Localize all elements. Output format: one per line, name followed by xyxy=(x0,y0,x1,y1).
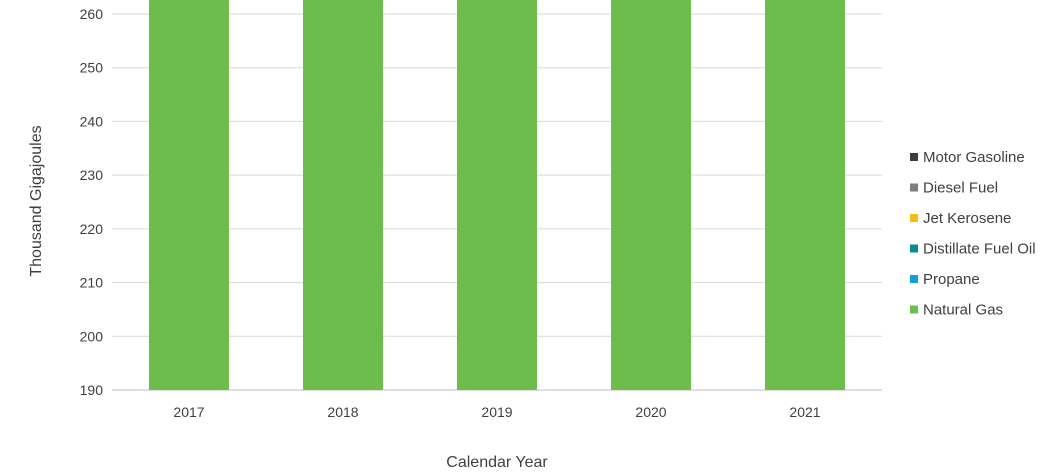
bar-segment-natural-gas xyxy=(611,0,691,390)
legend-label-distillate-fuel-oil: Distillate Fuel Oil xyxy=(923,241,1036,258)
x-tick-label: 2017 xyxy=(173,404,204,420)
y-tick-label: 260 xyxy=(80,6,104,22)
bar-segment-natural-gas xyxy=(765,0,845,391)
x-tick-label: 2018 xyxy=(327,404,358,420)
legend-label-diesel-fuel: Diesel Fuel xyxy=(923,180,998,197)
y-tick-label: 220 xyxy=(80,221,104,237)
y-tick-label: 230 xyxy=(80,167,104,183)
x-axis-ticks: 2017 2018 2019 2020 2021 xyxy=(173,404,820,420)
x-axis-title: Calendar Year xyxy=(446,454,548,471)
x-tick-label: 2020 xyxy=(635,404,666,420)
y-tick-label: 190 xyxy=(80,382,104,398)
x-tick-label: 2021 xyxy=(789,404,820,420)
y-tick-label: 200 xyxy=(80,328,104,344)
legend-swatch-motor-gasoline xyxy=(910,153,918,161)
y-tick-label: 240 xyxy=(80,113,104,129)
x-tick-label: 2019 xyxy=(481,404,512,420)
bar-segment-natural-gas xyxy=(303,0,383,391)
legend-swatch-distillate-fuel-oil xyxy=(910,244,918,253)
y-axis-title: Thousand Gigajoules xyxy=(28,125,45,276)
y-axis-ticks: 190 200 210 220 230 240 250 260 xyxy=(80,6,104,398)
legend-label-jet-kerosene: Jet Kerosene xyxy=(923,210,1011,227)
legend-swatch-diesel-fuel xyxy=(910,183,918,192)
legend-label-motor-gasoline: Motor Gasoline xyxy=(923,149,1025,166)
bars xyxy=(149,0,845,391)
legend-label-natural-gas: Natural Gas xyxy=(923,302,1003,319)
legend-swatch-jet-kerosene xyxy=(910,214,918,222)
bar-segment-natural-gas xyxy=(149,0,229,390)
legend-swatch-propane xyxy=(910,275,918,283)
y-tick-label: 250 xyxy=(80,60,104,76)
legend: Motor Gasoline Diesel Fuel Jet Kerosene Dis… xyxy=(910,149,1036,319)
y-tick-label: 210 xyxy=(80,275,104,291)
legend-swatch-natural-gas xyxy=(910,305,918,314)
bar-segment-natural-gas xyxy=(457,0,537,390)
legend-label-propane: Propane xyxy=(923,271,980,288)
